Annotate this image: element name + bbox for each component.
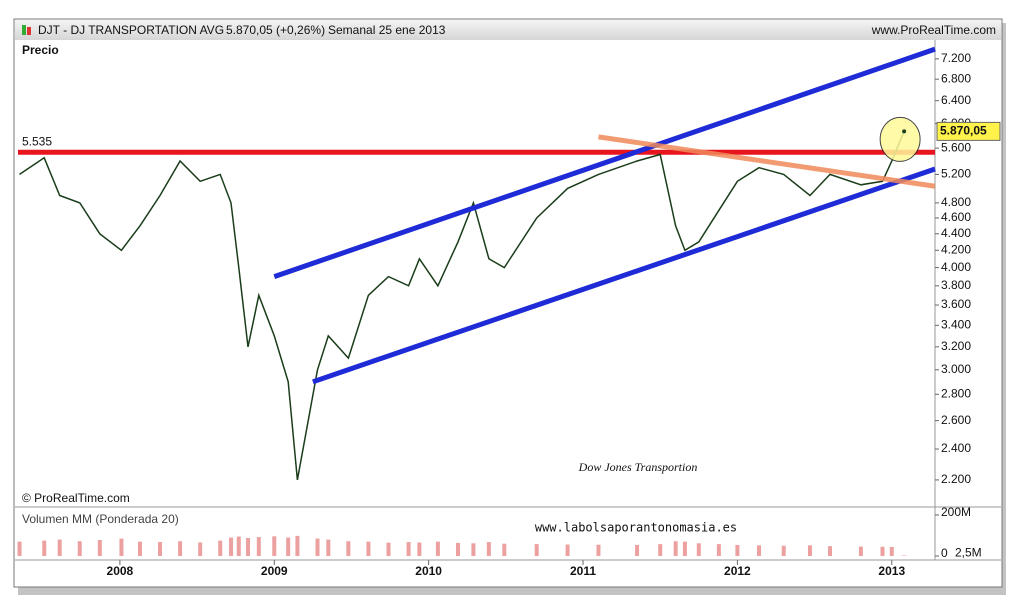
last-point [902, 129, 907, 134]
volume-bar [295, 535, 300, 556]
y-tick-label: 6.800 [941, 71, 971, 85]
volume-bar [828, 546, 833, 556]
volume-bar [272, 536, 277, 556]
volume-bar [366, 541, 371, 556]
y-tick-label: 2.800 [941, 386, 971, 400]
annotation-title: Dow Jones Transportion [578, 460, 698, 474]
volume-bar [326, 539, 331, 556]
x-tick-label: 2008 [107, 564, 134, 578]
volume-bar [346, 541, 351, 556]
highlight [879, 116, 921, 162]
frame [13, 18, 1003, 588]
volume-bar [246, 537, 251, 556]
volume-bar [286, 537, 291, 556]
y-tick-label: 3.600 [941, 297, 971, 311]
volume-bar [406, 542, 411, 556]
volume-bar [596, 544, 601, 556]
volume-bar [97, 540, 102, 556]
volume-bar [858, 546, 863, 556]
x-tick-label: 2010 [415, 564, 442, 578]
volume-bar [502, 543, 507, 556]
icon [22, 25, 26, 35]
title-bar [15, 20, 1001, 40]
y-tick-label: 3.200 [941, 339, 971, 353]
volume-bar [315, 538, 320, 556]
last-label: 5.870,05 [940, 124, 987, 138]
period: Semanal 25 ene 2013 [328, 23, 446, 37]
y-tick-label: 3.800 [941, 278, 971, 292]
volume-bar [658, 544, 663, 556]
volume-bar [635, 544, 640, 556]
volume-bar [42, 540, 47, 556]
volume-bar [386, 542, 391, 556]
y-tick-label: 4.800 [941, 195, 971, 209]
volume-bar [781, 545, 786, 556]
copyright: © ProRealTime.com [22, 491, 130, 505]
volume-bar [880, 546, 885, 556]
trendline [598, 134, 936, 189]
y-tick-label: 2.200 [941, 472, 971, 486]
y-tick-label: 4.600 [941, 210, 971, 224]
trendline [312, 166, 936, 385]
volume-bar [889, 546, 894, 556]
x-tick-label: 2011 [570, 564, 596, 578]
y-tick-label: 4.400 [941, 226, 971, 240]
quote: 5.870,05 (+0,26%) [226, 23, 325, 37]
volume-bar [57, 539, 62, 556]
volume-bar [682, 541, 687, 556]
volume-bar [455, 542, 460, 556]
trendline [273, 46, 936, 279]
volume-bar [673, 541, 678, 556]
volume-bar [178, 541, 183, 556]
y-tick-label: 3.000 [941, 362, 971, 376]
watermark: www.labolsaporantonomasia.es [535, 521, 737, 535]
volume-tick-label: 0 [941, 546, 948, 560]
volume-bar [486, 542, 491, 556]
y-tick-label: 5.600 [941, 140, 971, 154]
volume-bar [119, 538, 124, 556]
volume-value-label: 2,5M [955, 546, 982, 560]
y-tick-label: 5.200 [941, 167, 971, 181]
x-tick-label: 2009 [261, 564, 288, 578]
volume-tick-label: 200M [941, 505, 971, 519]
volume-bar [229, 537, 234, 556]
symbol: DJT - DJ TRANSPORTATION AVG [38, 23, 224, 37]
volume-bar [716, 544, 721, 556]
volume-bar [735, 544, 740, 556]
y-tick-label: 6.400 [941, 93, 971, 107]
volume-bar [471, 543, 476, 556]
volume-bar [757, 545, 762, 556]
volume-bar [218, 540, 223, 556]
volume-bar [17, 541, 22, 556]
y-tick-label: 3.400 [941, 317, 971, 331]
price-line [19, 131, 905, 481]
volume-bar [198, 542, 203, 556]
volume-label: Volumen MM (Ponderada 20) [22, 512, 179, 526]
resistance-label: 5.535 [22, 134, 52, 148]
volume-bar [158, 542, 163, 556]
volume-bar [565, 544, 570, 556]
x-tick-label: 2012 [724, 564, 751, 578]
volume-bar [435, 541, 440, 556]
volume-bar [696, 543, 701, 556]
last-label-box [936, 121, 1001, 141]
icon [27, 27, 31, 35]
site: www.ProRealTime.com [871, 23, 996, 37]
y-tick-label: 4.200 [941, 242, 971, 256]
volume-bar [807, 545, 812, 556]
volume-bar [902, 555, 907, 556]
volume-bar [77, 541, 82, 556]
volume-bar [256, 537, 261, 556]
panel-label: Precio [22, 43, 59, 57]
y-tick-label: 2.600 [941, 413, 971, 427]
volume-bar [137, 541, 142, 556]
volume-bar [534, 544, 539, 556]
volume-bar [236, 536, 241, 556]
y-tick-label: 4.000 [941, 260, 971, 274]
y-tick-label: 7.200 [941, 51, 971, 65]
y-tick-label: 2.400 [941, 441, 971, 455]
volume-bar [417, 542, 422, 556]
x-tick-label: 2013 [878, 564, 905, 578]
